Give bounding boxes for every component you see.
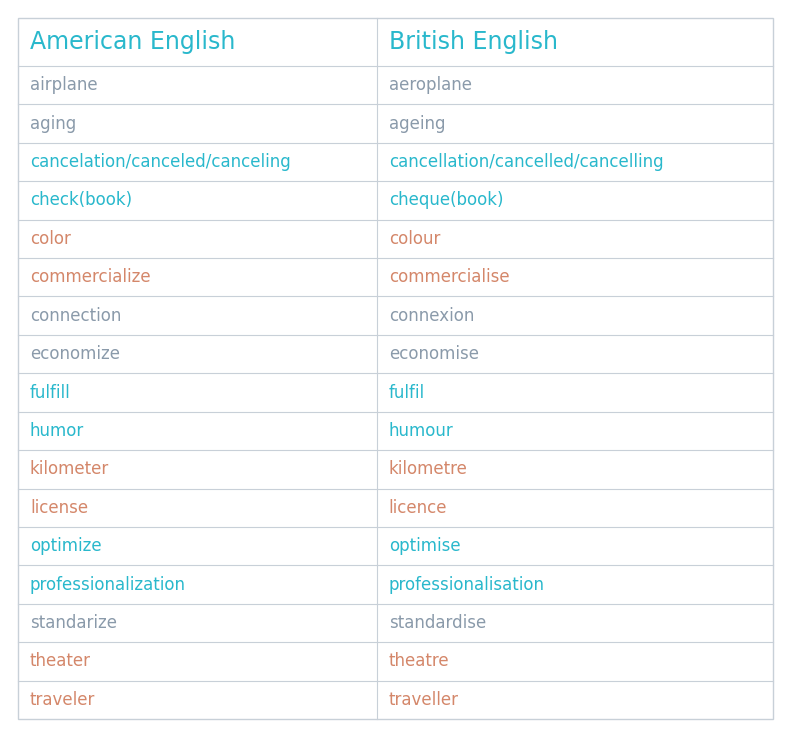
Text: optimise: optimise [388,537,460,555]
Text: kilometre: kilometre [388,461,467,478]
Text: licence: licence [388,499,447,517]
Text: fulfill: fulfill [30,383,70,402]
Text: connexion: connexion [388,307,474,325]
Text: American English: American English [30,30,236,54]
Text: aeroplane: aeroplane [388,76,471,94]
Text: traveler: traveler [30,691,96,709]
Text: theatre: theatre [388,652,449,671]
Text: humour: humour [388,422,453,440]
Text: color: color [30,230,71,248]
Text: kilometer: kilometer [30,461,109,478]
Text: British English: British English [388,30,558,54]
Text: standarize: standarize [30,614,117,632]
Text: cancelation/canceled/canceling: cancelation/canceled/canceling [30,153,291,171]
Text: traveller: traveller [388,691,459,709]
Text: commercialise: commercialise [388,268,509,286]
Text: professionalisation: professionalisation [388,576,545,593]
Text: cancellation/cancelled/cancelling: cancellation/cancelled/cancelling [388,153,663,171]
Text: check(book): check(book) [30,192,132,209]
Text: colour: colour [388,230,440,248]
Text: aging: aging [30,115,76,133]
Text: professionalization: professionalization [30,576,186,593]
Text: license: license [30,499,88,517]
Text: commercialize: commercialize [30,268,150,286]
Text: airplane: airplane [30,76,97,94]
Text: economize: economize [30,345,120,363]
Text: standardise: standardise [388,614,486,632]
Text: fulfil: fulfil [388,383,425,402]
Text: cheque(book): cheque(book) [388,192,503,209]
Text: theater: theater [30,652,91,671]
Text: economise: economise [388,345,479,363]
Text: humor: humor [30,422,85,440]
Text: connection: connection [30,307,121,325]
Text: ageing: ageing [388,115,445,133]
Text: optimize: optimize [30,537,101,555]
